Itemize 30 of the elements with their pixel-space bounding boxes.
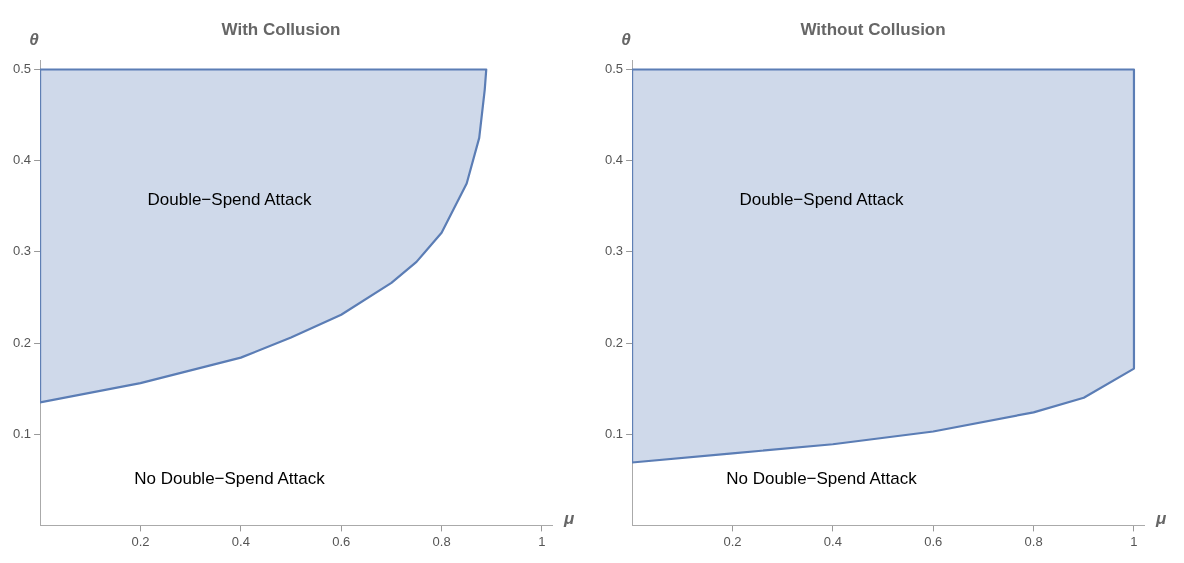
y-tick-label: 0.3 bbox=[604, 243, 624, 259]
annotation: No Double−Spend Attack bbox=[134, 468, 326, 488]
x-tick-label: 0.8 bbox=[1024, 533, 1043, 549]
y-tick-label: 0.2 bbox=[604, 334, 624, 350]
y-tick-label: 0.1 bbox=[12, 425, 32, 441]
annotation: No Double−Spend Attack bbox=[726, 468, 918, 488]
x-tick-label: 0.4 bbox=[231, 533, 250, 549]
y-tick-label: 0.3 bbox=[12, 243, 32, 259]
x-tick-label: 0.4 bbox=[823, 533, 842, 549]
y-axis-title: θ bbox=[29, 29, 40, 49]
y-tick-label: 0.5 bbox=[604, 61, 624, 77]
annotation: Double−Spend Attack bbox=[147, 189, 312, 209]
x-tick-label: 0.2 bbox=[723, 533, 742, 549]
x-tick-label: 0.6 bbox=[924, 533, 943, 549]
x-tick-label: 1 bbox=[1130, 533, 1138, 549]
x-tick-label: 0.6 bbox=[332, 533, 351, 549]
y-axis-title: θ bbox=[621, 29, 632, 49]
x-tick-label: 0.2 bbox=[131, 533, 150, 549]
x-axis-title: μ bbox=[1155, 509, 1167, 529]
chart-title: With Collusion bbox=[221, 19, 341, 39]
annotation: Double−Spend Attack bbox=[739, 189, 904, 209]
y-tick-label: 0.1 bbox=[604, 425, 624, 441]
y-tick-label: 0.4 bbox=[604, 152, 624, 168]
y-tick-label: 0.4 bbox=[12, 152, 32, 168]
y-tick-label: 0.5 bbox=[12, 61, 32, 77]
x-tick-label: 1 bbox=[538, 533, 546, 549]
x-tick-label: 0.8 bbox=[432, 533, 451, 549]
x-axis-title: μ bbox=[563, 509, 575, 529]
chart-title: Without Collusion bbox=[800, 19, 946, 39]
y-tick-label: 0.2 bbox=[12, 334, 32, 350]
